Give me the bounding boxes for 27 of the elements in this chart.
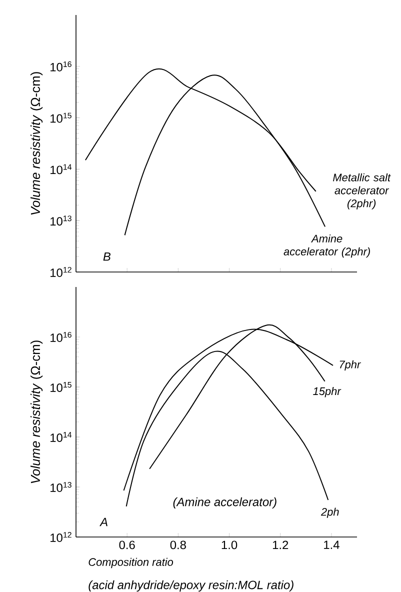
- y-tick-label: 10$^{14}$: [50, 432, 72, 442]
- y-tick-label: 10$^{12}$: [50, 266, 72, 277]
- y-tick-label: 10$^{16}$: [50, 61, 72, 72]
- x-axis-title: Composition ratio: [88, 558, 174, 568]
- x-tick-label: 0.8: [170, 540, 186, 550]
- series-label: Amine accelerator (2phr): [284, 234, 370, 258]
- x-tick-label: 1.2: [272, 540, 288, 550]
- x-tick-label: 1.0: [222, 540, 238, 550]
- y-axis-title: Volume resistivity (Ω-cm): [30, 72, 43, 215]
- x-tick-label: 0.6: [119, 540, 135, 550]
- annotation: A: [100, 518, 108, 526]
- y-tick-label: 10$^{16}$: [50, 332, 72, 342]
- series-label: 15phr: [313, 387, 342, 398]
- series-label: 2ph: [320, 508, 339, 518]
- y-tick-label: 10$^{13}$: [50, 216, 72, 226]
- series-label: 7phr: [340, 360, 362, 371]
- annotation: (Amine accelerator): [173, 497, 276, 509]
- text: (acid anhydride/epoxy resin:MOL ratio): [88, 580, 294, 592]
- y-axis-title: Volume resistivity (Ω-cm): [30, 340, 43, 484]
- y-tick-label: 10$^{15}$: [50, 112, 72, 123]
- series-label: Metallic salt accelerator (2phr): [333, 173, 391, 210]
- y-tick-label: 10$^{12}$: [50, 532, 72, 542]
- y-tick-label: 10$^{13}$: [50, 482, 72, 492]
- annotation: B: [103, 252, 110, 261]
- x-tick-label: 1.4: [324, 540, 340, 549]
- y-tick-label: 10$^{14}$: [50, 164, 72, 174]
- y-tick-label: 10$^{15}$: [50, 382, 72, 392]
